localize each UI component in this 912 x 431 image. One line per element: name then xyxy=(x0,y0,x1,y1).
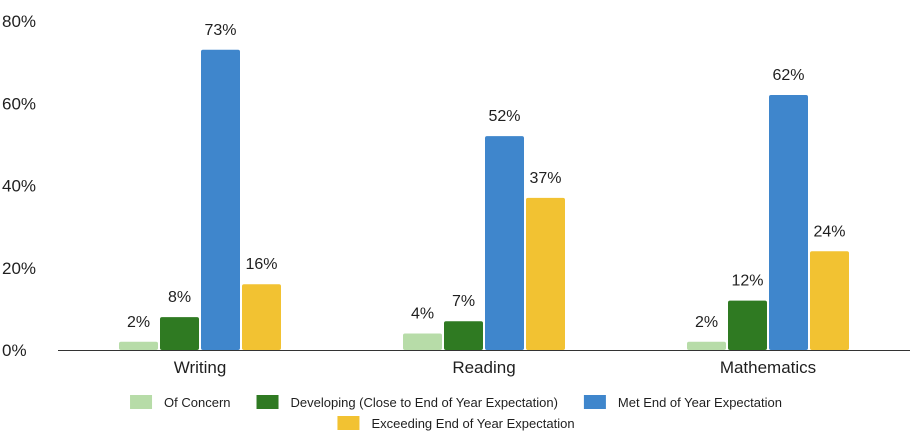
bar-mathematics-series-2 xyxy=(728,300,767,350)
data-label: 2% xyxy=(127,314,150,331)
y-tick-label: 80% xyxy=(2,12,36,31)
data-label: 37% xyxy=(529,170,561,187)
legend-label: Met End of Year Expectation xyxy=(618,395,782,410)
y-tick-label: 60% xyxy=(2,94,36,113)
bar-writing-series-1 xyxy=(119,341,158,350)
bars xyxy=(119,49,849,351)
data-label: 73% xyxy=(204,22,236,39)
data-label: 7% xyxy=(452,293,475,310)
data-label: 52% xyxy=(488,108,520,125)
legend-label: Of Concern xyxy=(164,395,230,410)
bar-reading-series-1 xyxy=(403,333,442,350)
x-tick-label: Reading xyxy=(452,358,515,377)
bar-mathematics-series-1 xyxy=(687,341,726,350)
y-tick-label: 40% xyxy=(2,177,36,196)
data-label: 8% xyxy=(168,289,191,306)
legend-label: Exceeding End of Year Expectation xyxy=(371,416,574,431)
data-labels: 2% 8% 73% 16% 4% 7% 52% 37% 2% 12% 62% 24% xyxy=(127,22,846,331)
legend-label: Developing (Close to End of Year Expecta… xyxy=(291,395,558,410)
bar-writing-series-3 xyxy=(201,49,240,350)
data-label: 12% xyxy=(731,273,763,290)
bar-writing-series-4 xyxy=(242,284,281,350)
bar-reading-series-3 xyxy=(485,136,524,350)
x-tick-label: Writing xyxy=(174,358,227,377)
legend-swatch xyxy=(130,395,153,409)
y-tick-label: 20% xyxy=(2,259,36,278)
y-axis: 0% 20% 40% 60% 80% xyxy=(2,12,36,360)
x-tick-label: Mathematics xyxy=(720,358,816,377)
bar-mathematics-series-3 xyxy=(769,95,808,351)
data-label: 62% xyxy=(772,67,804,84)
bar-reading-series-2 xyxy=(444,321,483,350)
data-label: 2% xyxy=(695,314,718,331)
data-label: 24% xyxy=(813,223,845,240)
bar-mathematics-series-4 xyxy=(810,251,849,350)
y-tick-label: 0% xyxy=(2,341,27,360)
legend-swatch xyxy=(256,395,279,409)
x-axis: Writing Reading Mathematics xyxy=(174,358,816,377)
legend: Of Concern Developing (Close to End of Ye… xyxy=(130,395,782,431)
data-label: 16% xyxy=(245,256,277,273)
legend-swatch xyxy=(337,416,360,430)
legend-swatch xyxy=(583,395,606,409)
bar-reading-series-4 xyxy=(526,197,565,350)
bar-writing-series-2 xyxy=(160,317,199,350)
data-label: 4% xyxy=(411,306,434,323)
